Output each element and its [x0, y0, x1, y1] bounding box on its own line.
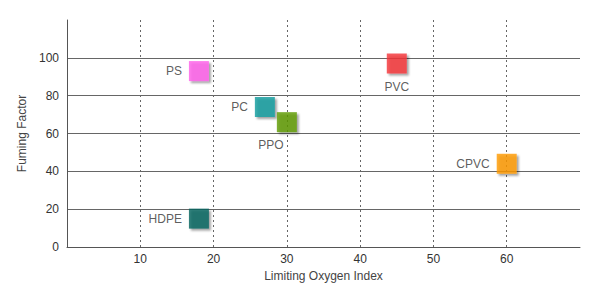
svg-text:40: 40	[46, 164, 60, 178]
svg-text:HDPE: HDPE	[149, 212, 182, 226]
svg-text:60: 60	[46, 127, 60, 141]
svg-text:30: 30	[280, 252, 294, 266]
svg-text:100: 100	[39, 51, 59, 65]
svg-text:80: 80	[46, 89, 60, 103]
svg-text:Limiting Oxygen Index: Limiting Oxygen Index	[264, 269, 383, 283]
svg-text:0: 0	[52, 240, 59, 254]
svg-text:PS: PS	[166, 64, 182, 78]
svg-text:PVC: PVC	[384, 80, 409, 94]
svg-text:20: 20	[207, 252, 221, 266]
svg-text:CPVC: CPVC	[456, 157, 490, 171]
svg-text:60: 60	[500, 252, 514, 266]
svg-text:Fuming Factor: Fuming Factor	[15, 95, 29, 172]
svg-text:PPO: PPO	[258, 138, 283, 152]
svg-text:50: 50	[427, 252, 441, 266]
svg-text:40: 40	[353, 252, 367, 266]
svg-text:20: 20	[46, 202, 60, 216]
svg-text:10: 10	[134, 252, 148, 266]
svg-text:PC: PC	[231, 100, 248, 114]
